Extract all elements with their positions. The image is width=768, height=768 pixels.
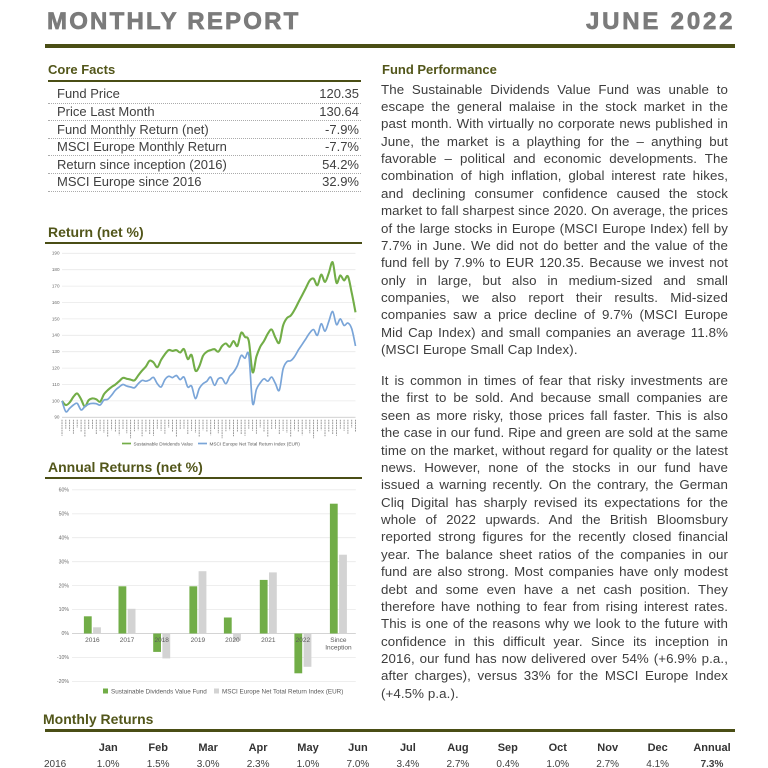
svg-text:190: 190 [52, 251, 60, 256]
svg-text:10%: 10% [59, 607, 70, 613]
svg-text:130: 130 [52, 349, 60, 354]
svg-text:60%: 60% [59, 488, 70, 494]
svg-text:2016: 2016 [85, 637, 100, 644]
svg-text:MSCI Europe Net Total Return I: MSCI Europe Net Total Return Index (EUR) [210, 441, 301, 446]
svg-text:30%: 30% [59, 559, 70, 565]
svg-text:2017: 2017 [120, 637, 135, 644]
svg-text:Sustainable Dividends Value Fu: Sustainable Dividends Value Fund [111, 689, 207, 696]
svg-text:2021: 2021 [261, 637, 276, 644]
svg-text:170: 170 [52, 284, 60, 289]
svg-text:100: 100 [52, 398, 60, 403]
svg-text:160: 160 [52, 300, 60, 305]
svg-text:50%: 50% [59, 512, 70, 518]
svg-text:140: 140 [52, 333, 60, 338]
svg-text:110: 110 [52, 382, 60, 387]
svg-text:90: 90 [54, 415, 60, 420]
svg-text:180: 180 [52, 267, 60, 272]
svg-text:2019: 2019 [191, 637, 206, 644]
svg-text:20%: 20% [59, 583, 70, 589]
svg-text:0%: 0% [62, 631, 70, 637]
svg-text:150: 150 [52, 316, 60, 321]
svg-text:Since: Since [330, 637, 347, 644]
svg-text:MSCI Europe Net Total Return I: MSCI Europe Net Total Return Index (EUR) [222, 689, 343, 696]
svg-text:2020: 2020 [225, 637, 240, 644]
svg-text:2022: 2022 [296, 637, 311, 644]
svg-text:2018: 2018 [154, 637, 169, 644]
svg-text:Inception: Inception [325, 645, 352, 652]
svg-text:Sustainable Dividends Value: Sustainable Dividends Value [134, 441, 194, 446]
svg-text:40%: 40% [59, 535, 70, 541]
svg-text:-10%: -10% [57, 655, 69, 661]
svg-text:120: 120 [52, 366, 60, 371]
svg-text:-20%: -20% [57, 679, 69, 685]
